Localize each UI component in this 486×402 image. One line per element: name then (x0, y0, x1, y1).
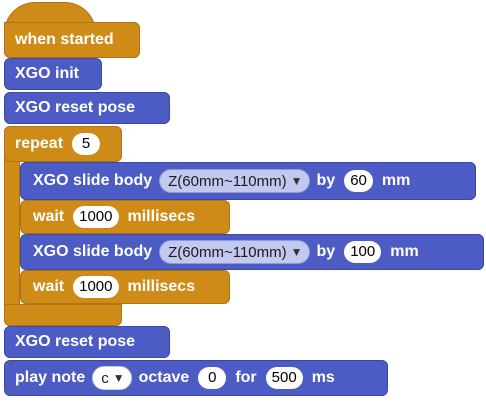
by-label: by (316, 172, 336, 189)
note-dropdown-value: c (101, 369, 109, 387)
xgo-reset-pose-label: XGO reset pose (15, 333, 136, 350)
wait-block[interactable]: wait 1000 millisecs (20, 200, 230, 234)
dropdown-arrow-icon: ▼ (290, 245, 303, 259)
when-started-block[interactable]: when started (4, 22, 140, 58)
xgo-slide-body-block[interactable]: XGO slide body Z(60mm~110mm) ▼ by 100 mm (20, 234, 484, 270)
note-dropdown[interactable]: c ▼ (92, 366, 132, 390)
xgo-init-label: XGO init (15, 65, 79, 82)
repeat-label: repeat (15, 135, 64, 152)
xgo-reset-pose-block[interactable]: XGO reset pose (4, 92, 170, 124)
wait-value-input[interactable]: 1000 (73, 276, 119, 298)
xgo-reset-pose-label: XGO reset pose (15, 99, 136, 116)
unit-label: mm (381, 172, 411, 189)
dropdown-arrow-icon: ▼ (112, 371, 125, 385)
for-label: for (235, 369, 257, 386)
slide-value-input[interactable]: 100 (344, 241, 382, 263)
xgo-init-block[interactable]: XGO init (4, 58, 102, 90)
play-note-block[interactable]: play note c ▼ octave 0 for 500 ms (4, 360, 388, 396)
repeat-block[interactable]: repeat 5 (4, 126, 122, 162)
ms-label: ms (311, 369, 335, 386)
wait-value-input[interactable]: 1000 (73, 206, 119, 228)
dropdown-arrow-icon: ▼ (290, 174, 303, 188)
octave-input[interactable]: 0 (198, 367, 227, 389)
xgo-reset-pose-block[interactable]: XGO reset pose (4, 326, 170, 358)
unit-label: mm (390, 243, 419, 260)
slide-body-label: XGO slide body (33, 243, 153, 260)
slide-body-label: XGO slide body (33, 172, 153, 189)
octave-label: octave (138, 369, 190, 386)
axis-dropdown[interactable]: Z(60mm~110mm) ▼ (159, 240, 310, 264)
play-note-label: play note (15, 369, 86, 386)
slide-value-input[interactable]: 60 (344, 170, 373, 192)
duration-input[interactable]: 500 (265, 367, 303, 389)
wait-unit-label: millisecs (127, 278, 196, 295)
wait-block[interactable]: wait 1000 millisecs (20, 270, 230, 304)
axis-dropdown-value: Z(60mm~110mm) (168, 243, 287, 261)
wait-label: wait (33, 278, 65, 295)
repeat-block-footer (4, 304, 122, 326)
wait-unit-label: millisecs (127, 208, 196, 225)
repeat-count-input[interactable]: 5 (72, 133, 101, 155)
wait-label: wait (33, 208, 65, 225)
by-label: by (316, 243, 336, 260)
axis-dropdown-value: Z(60mm~110mm) (168, 172, 287, 190)
axis-dropdown[interactable]: Z(60mm~110mm) ▼ (159, 169, 310, 193)
xgo-slide-body-block[interactable]: XGO slide body Z(60mm~110mm) ▼ by 60 mm (20, 162, 476, 200)
when-started-label: when started (15, 31, 114, 48)
